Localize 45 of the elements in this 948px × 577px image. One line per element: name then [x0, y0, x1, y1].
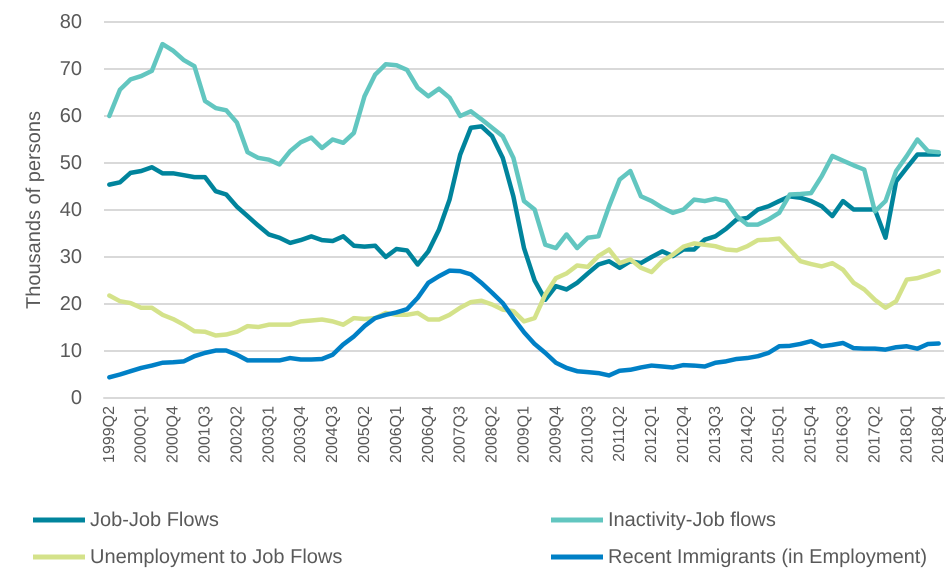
legend-label: Unemployment to Job Flows — [90, 546, 342, 568]
y-tick-label: 50 — [60, 152, 82, 174]
x-tick-label: 2010Q3 — [579, 406, 596, 463]
y-tick-label: 80 — [60, 11, 82, 33]
legend-label: Recent Immigrants (in Employment) — [608, 546, 927, 568]
legend-label: Job-Job Flows — [90, 509, 219, 531]
x-tick-label: 2001Q3 — [196, 406, 214, 463]
x-tick-label: 2017Q2 — [866, 406, 884, 463]
x-tick-label: 2015Q1 — [770, 406, 788, 463]
x-tick-label: 2007Q3 — [452, 406, 469, 463]
x-tick-label: 2013Q3 — [706, 406, 724, 463]
x-tick-label: 2011Q2 — [611, 406, 628, 462]
x-tick-label: 2005Q2 — [356, 406, 374, 463]
x-tick-label: 2015Q4 — [802, 406, 820, 463]
x-tick-label: 2012Q4 — [674, 406, 692, 463]
y-tick-label: 0 — [70, 387, 82, 409]
x-tick-label: 2016Q3 — [834, 406, 852, 463]
y-tick-label: 40 — [60, 199, 82, 221]
x-tick-label: 2012Q1 — [643, 406, 660, 463]
line-series — [107, 268, 941, 380]
y-tick-label: 20 — [60, 293, 82, 315]
x-tick-label: 2008Q2 — [484, 406, 501, 463]
x-tick-label: 2000Q1 — [132, 406, 150, 463]
y-axis-title: Thousands of persons — [23, 111, 45, 309]
x-tick-label: 2002Q2 — [228, 406, 246, 463]
line-series — [107, 124, 941, 302]
y-tick-label: 10 — [60, 340, 82, 362]
line-series — [107, 236, 941, 338]
y-tick-label: 70 — [60, 58, 82, 80]
x-tick-label: 2009Q1 — [516, 406, 532, 463]
x-tick-label: 2006Q4 — [420, 406, 437, 463]
x-tick-label: 2003Q4 — [292, 406, 310, 463]
legend-label: Inactivity-Job flows — [608, 509, 776, 531]
y-tick-label: 60 — [60, 105, 82, 127]
x-tick-label: 2000Q4 — [164, 406, 182, 463]
x-tick-label: 2009Q4 — [547, 406, 564, 463]
x-tick-label: 2014Q2 — [738, 406, 756, 463]
line-series — [107, 42, 941, 250]
x-tick-label: 2018Q4 — [930, 406, 948, 463]
x-tick-label: 1999Q2 — [100, 406, 118, 463]
x-tick-label: 2003Q1 — [260, 406, 278, 463]
x-tick-label: 2004Q3 — [324, 406, 342, 463]
x-tick-label: 2018Q1 — [898, 406, 916, 463]
y-tick-label: 30 — [60, 246, 82, 268]
x-tick-label: 2006Q1 — [388, 406, 405, 463]
